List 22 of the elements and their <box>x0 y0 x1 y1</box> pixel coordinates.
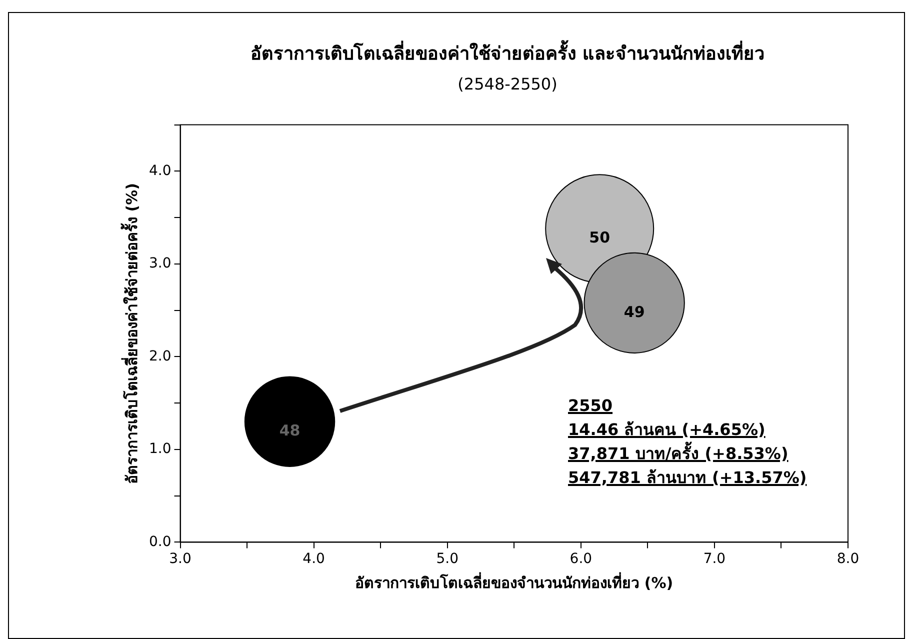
series-label: 48 <box>279 422 300 440</box>
chart-subtitle: (2548-2550) <box>458 74 558 94</box>
x-tick-label: 8.0 <box>836 551 860 568</box>
annotation: 2550 <box>568 395 614 417</box>
y-tick-label: 2.0 <box>149 348 172 364</box>
y-axis-title: อัตราการเติบโตเฉลี่ยของค่าใช้จ่ายต่อครั้ง (%) <box>120 183 141 484</box>
x-tick-label: 6.0 <box>570 551 592 568</box>
y-tick-label: 0.0 <box>149 534 172 550</box>
annotation: 547,781 ล้านบาท (+13.57%) <box>568 467 807 489</box>
chart-title: อัตราการเติบโตเฉลี่ยของค่าใช้จ่ายต่อครั้ง และจำนวนนักท่องเที่ยว <box>250 39 765 64</box>
annotation: 37,871 บาท/ครั้ง (+8.53%) <box>568 442 790 465</box>
y-tick-label: 4.0 <box>149 162 172 179</box>
x-axis-title: อัตราการเติบโตเฉลี่ยของจำนวนนักท่องเที่ยว (%) <box>355 572 674 592</box>
x-tick-label: 7.0 <box>703 551 726 568</box>
y-tick-label: 3.0 <box>149 256 172 272</box>
series-label: 49 <box>624 302 645 321</box>
x-tick-label: 4.0 <box>302 551 325 568</box>
x-tick-label: 5.0 <box>436 551 458 568</box>
x-tick-label: 3.0 <box>169 551 192 568</box>
annotation: 14.46 ล้านคน (+4.65%) <box>568 419 766 441</box>
series-label: 50 <box>589 228 610 247</box>
y-tick-label: 1.0 <box>149 441 172 458</box>
